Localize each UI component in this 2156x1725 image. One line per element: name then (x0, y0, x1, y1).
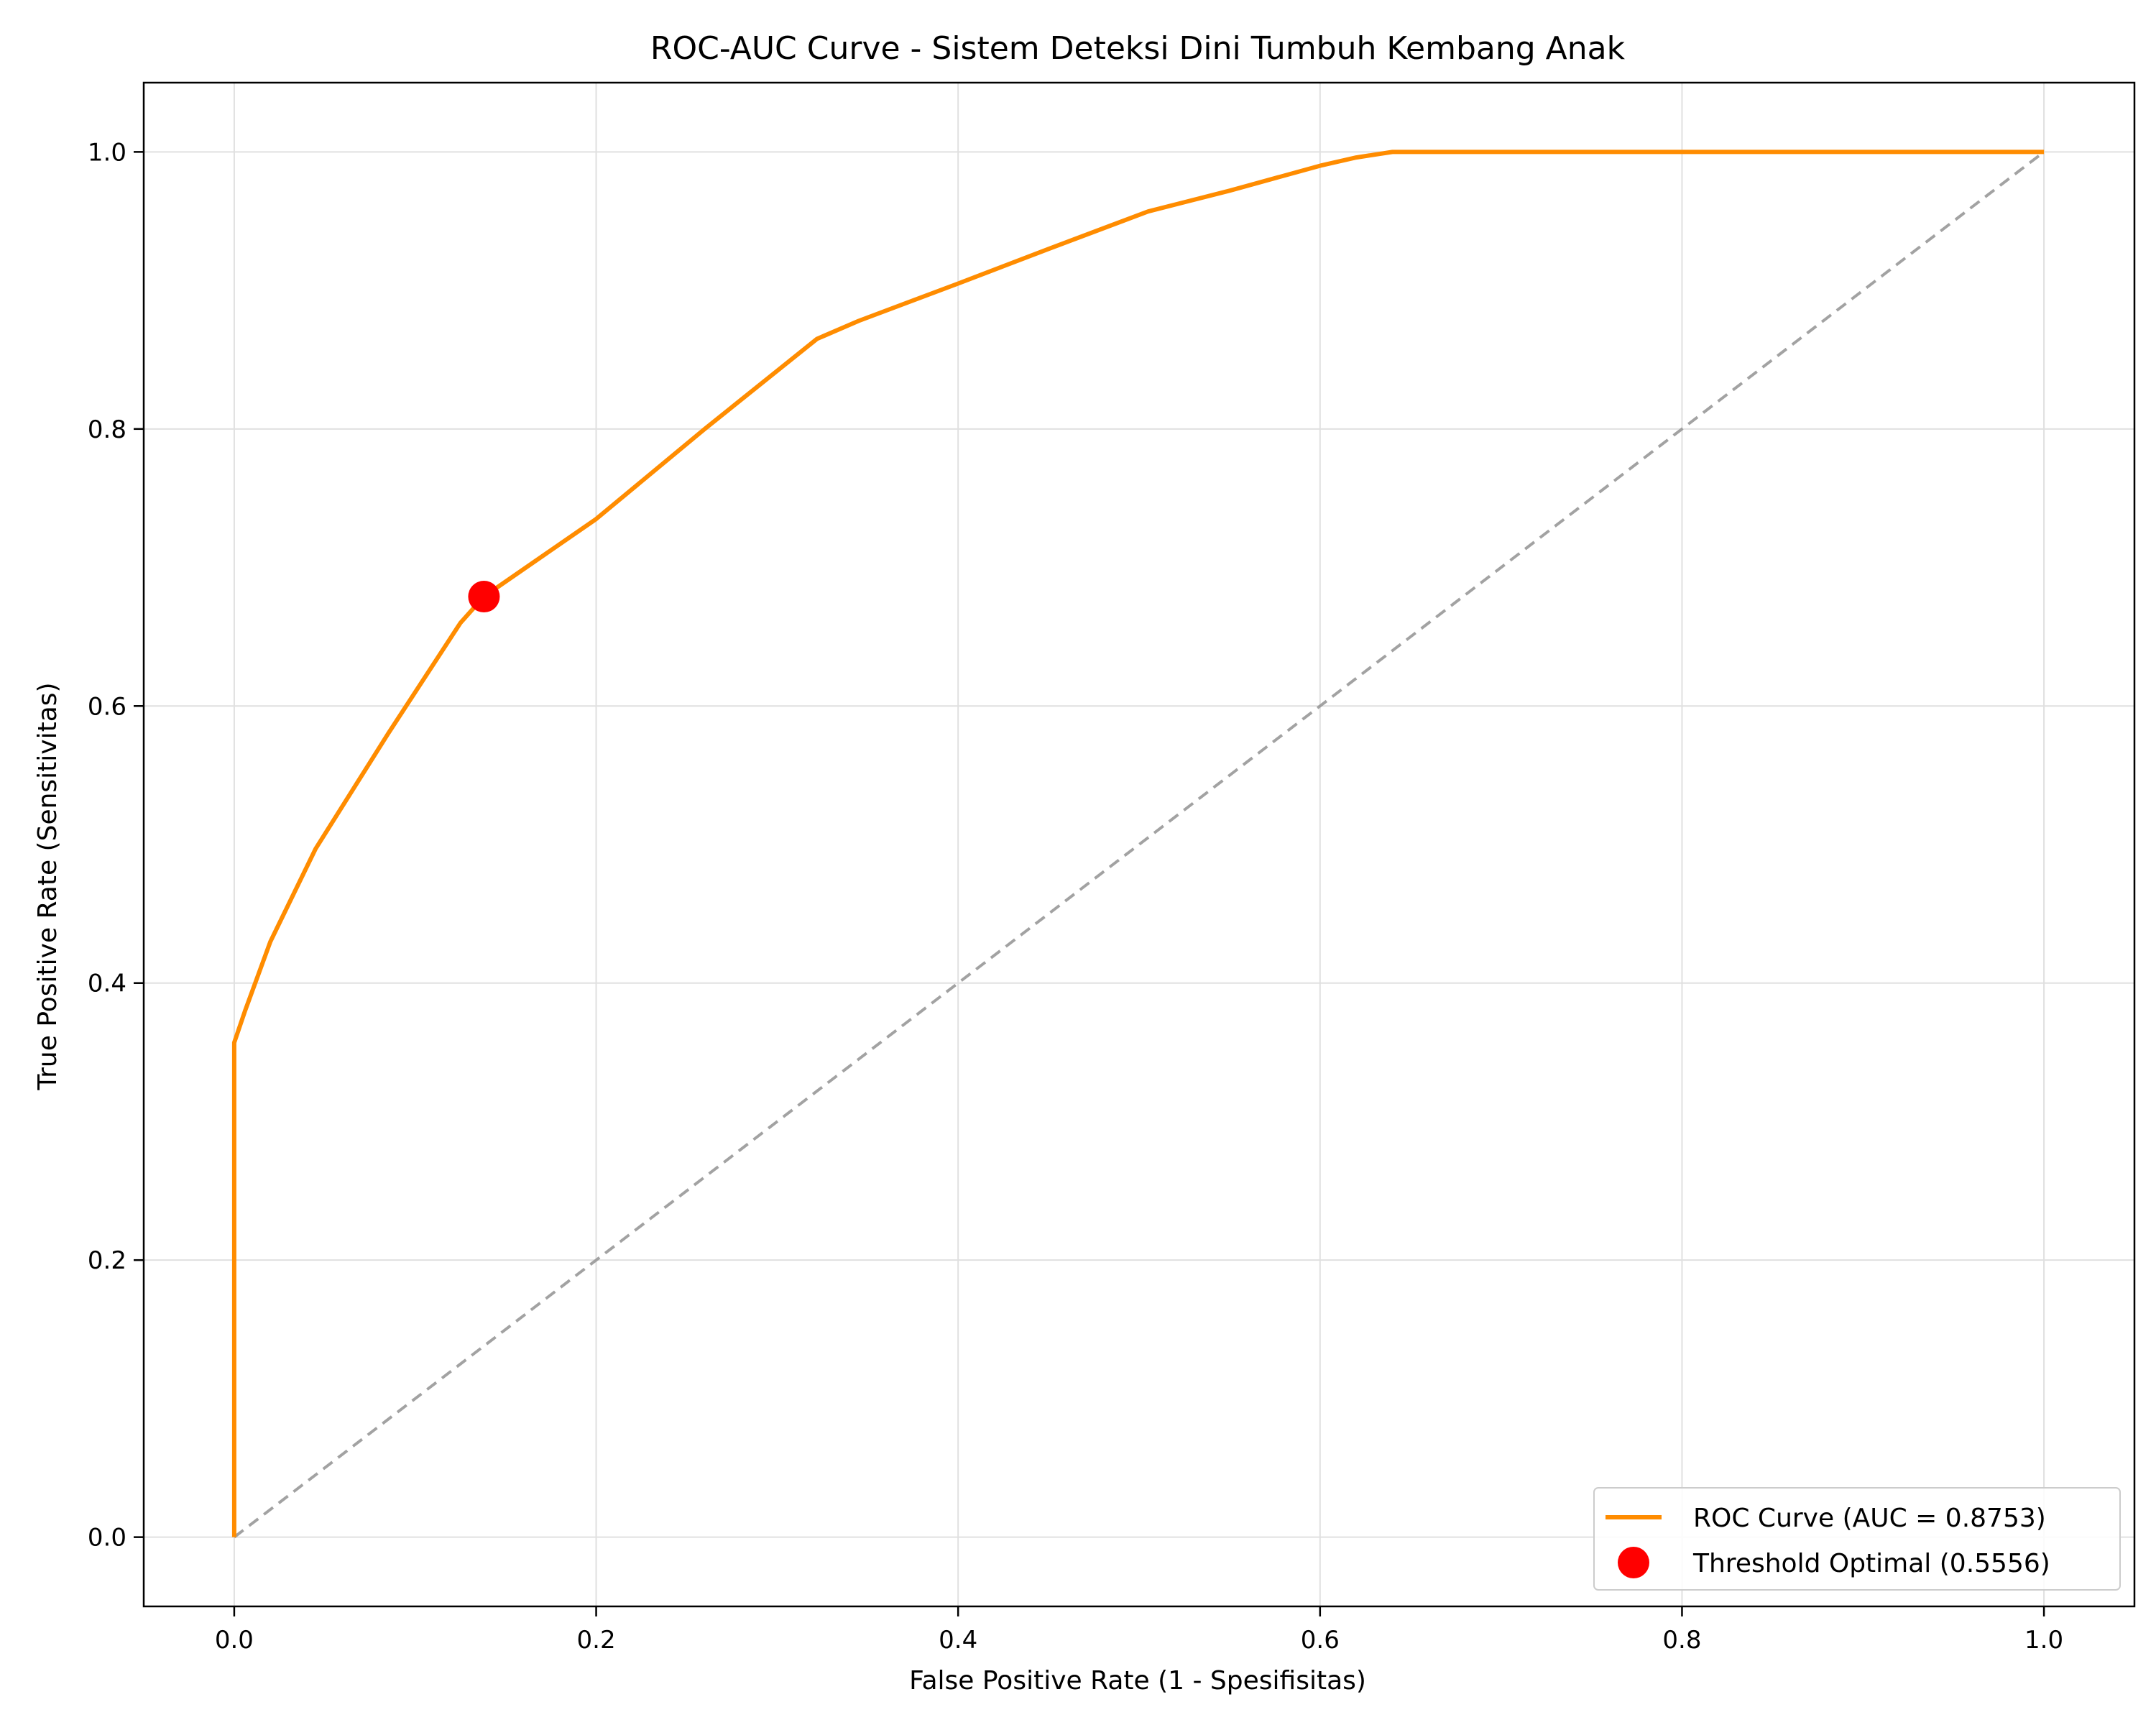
legend-threshold-label: Threshold Optimal (0.5556) (1692, 1549, 2050, 1578)
random-classifier-line (233, 150, 2045, 1539)
x-tick-label: 0.2 (577, 1626, 616, 1655)
legend-box (1593, 1487, 2121, 1591)
legend: ROC Curve (AUC = 0.8753) Threshold Optima… (1593, 1487, 2121, 1591)
x-tick-label: 0.4 (939, 1626, 977, 1655)
y-axis-label: True Positive Rate (Sensitivitas) (33, 682, 63, 1090)
grid (144, 83, 2134, 1606)
y-tick-label: 0.2 (88, 1246, 126, 1275)
axis-ticks: 0.0 0.2 0.4 0.6 0.8 1.0 0.0 0.2 0.4 0.6 0.8 1.0 (88, 138, 2063, 1655)
y-tick-label: 1.0 (88, 138, 126, 167)
chart-title: ROC-AUC Curve - Sistem Deteksi Dini Tumb… (650, 30, 1626, 67)
y-tick-label: 0.0 (88, 1524, 126, 1552)
plot-area (231, 150, 2045, 1539)
legend-threshold-swatch (1618, 1547, 1649, 1578)
x-tick-label: 0.6 (1301, 1626, 1340, 1655)
x-axis-label: False Positive Rate (1 - Spesifisitas) (909, 1666, 1366, 1696)
x-tick-label: 0.8 (1662, 1626, 1701, 1655)
y-tick-label: 0.8 (88, 415, 126, 444)
y-tick-label: 0.4 (88, 970, 126, 998)
x-tick-label: 0.0 (215, 1626, 254, 1655)
y-tick-label: 0.6 (88, 692, 126, 721)
roc-curve-line (231, 150, 2045, 1537)
x-tick-label: 1.0 (2024, 1626, 2063, 1655)
threshold-optimal-point (468, 581, 500, 613)
legend-roc-label: ROC Curve (AUC = 0.8753) (1693, 1504, 2046, 1533)
plot-frame (142, 81, 2136, 1608)
